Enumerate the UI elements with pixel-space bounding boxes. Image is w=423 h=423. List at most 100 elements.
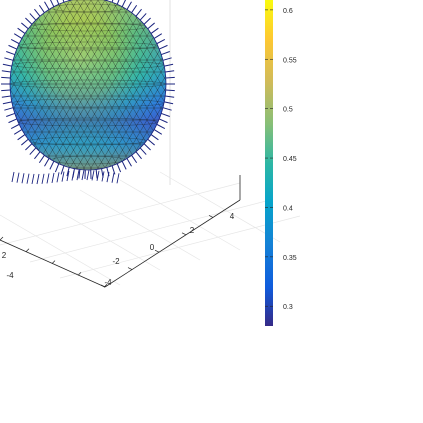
- normal-vector: [165, 70, 175, 73]
- x-tick-mark: [103, 283, 108, 288]
- normal-vector: [10, 38, 20, 45]
- colorbar-tick-label: 0.45: [283, 156, 297, 163]
- y-tick-label: 4: [230, 212, 235, 221]
- normal-vector: [71, 170, 75, 181]
- normal-vector: [21, 138, 29, 146]
- x-tick-mark: [0, 236, 4, 241]
- normal-vector: [165, 89, 175, 92]
- normal-vector: [25, 17, 33, 25]
- normal-vector: [161, 51, 170, 56]
- latitude-line: [10, 79, 166, 89]
- colorbar-tick-label: 0.5: [283, 107, 293, 114]
- normal-vector: [143, 143, 151, 151]
- normal-vector: [51, 172, 55, 184]
- normal-vector: [165, 95, 175, 98]
- normal-vector: [49, 0, 55, 7]
- normal-vector: [126, 1, 132, 10]
- normal-vector: [16, 172, 20, 183]
- normal-vector: [86, 169, 90, 181]
- normal-vector: [56, 172, 60, 183]
- normal-vector: [153, 33, 163, 39]
- normal-vector: [143, 17, 151, 25]
- normal-vector: [8, 44, 17, 50]
- sphere-surface: [1, 0, 175, 185]
- sphere-mesh: [10, 0, 166, 170]
- normal-vector: [41, 173, 45, 184]
- floor-grid-line: [0, 182, 241, 246]
- y-tick-mark: [208, 215, 214, 218]
- normal-vector: [61, 171, 65, 182]
- x-tick-mark: [77, 272, 82, 276]
- normal-vector: [139, 13, 147, 21]
- colorbar-tick-label: 0.35: [283, 255, 297, 262]
- normal-vector: [135, 151, 142, 160]
- normal-vectors: [1, 0, 175, 185]
- y-tick-label: 0: [150, 243, 155, 252]
- normal-vector: [11, 171, 15, 183]
- x-tick-mark: [51, 260, 56, 264]
- y-tick-mark: [181, 232, 187, 236]
- normal-vector: [1, 70, 11, 73]
- normal-vector: [56, 0, 60, 5]
- normal-vector: [111, 172, 115, 183]
- normal-vector: [38, 155, 45, 164]
- normal-vector: [150, 27, 159, 34]
- floor-grid-line: [0, 214, 121, 286]
- normal-vector: [44, 1, 50, 10]
- colorbar-tick-label: 0.6: [283, 8, 293, 15]
- normal-vector: [116, 163, 122, 173]
- axes-3d: [0, 0, 301, 288]
- normal-vector: [131, 4, 138, 13]
- normal-vector: [2, 63, 12, 67]
- normal-vector: [116, 0, 120, 5]
- normal-vector: [147, 138, 155, 146]
- normal-vector: [116, 173, 120, 184]
- axis-ticks: 4 2 0 -2 2 -4 -4: [2, 212, 235, 287]
- normal-vector: [29, 147, 37, 155]
- normal-vector: [101, 171, 105, 182]
- colorbar-tick-label: 0.4: [283, 205, 293, 212]
- normal-vector: [111, 0, 114, 3]
- y-tick-mark: [127, 267, 133, 270]
- normal-vector: [44, 158, 50, 167]
- colorbar-gradient: [265, 0, 273, 326]
- normal-vector: [95, 169, 98, 179]
- normal-vector: [34, 8, 41, 17]
- normal-vector: [156, 123, 166, 130]
- floor-grid-line: [79, 189, 201, 261]
- normal-vector: [91, 170, 95, 181]
- y-axis-line: [104, 199, 241, 288]
- normal-vector: [66, 167, 70, 177]
- colorbar: 0.3 0.35 0.4 0.45 0.5 0.55 0.6: [265, 0, 297, 326]
- y-tick-label: 2: [190, 226, 195, 235]
- normal-vector: [159, 44, 168, 50]
- normal-vector: [162, 57, 172, 61]
- normal-vector: [29, 13, 37, 21]
- normal-vector: [31, 173, 35, 185]
- normal-vector: [1, 89, 11, 92]
- normal-vector: [17, 27, 26, 34]
- normal-vector: [6, 51, 15, 56]
- floor-grid-line: [159, 171, 281, 243]
- normal-vector: [8, 118, 17, 124]
- normal-vector: [121, 161, 127, 170]
- normal-vector: [49, 161, 55, 170]
- normal-vector: [66, 170, 70, 182]
- normal-vector: [153, 129, 163, 135]
- x-tick-label: -4: [104, 278, 112, 287]
- normal-vector: [60, 165, 65, 175]
- normal-vector: [159, 118, 168, 124]
- normal-vector: [34, 151, 41, 160]
- normal-vector: [4, 57, 14, 61]
- normal-vector: [162, 107, 172, 111]
- x-tick-label: 2: [2, 251, 7, 260]
- normal-vector: [17, 134, 26, 141]
- normal-vector: [21, 173, 25, 184]
- normal-vector: [36, 173, 40, 185]
- colorbar-tick-label: 0.55: [283, 57, 297, 64]
- y-tick-label: -2: [112, 257, 120, 266]
- normal-vector: [13, 129, 23, 135]
- normal-vector: [139, 147, 147, 155]
- normal-vector: [150, 134, 159, 141]
- normal-vector: [78, 169, 81, 179]
